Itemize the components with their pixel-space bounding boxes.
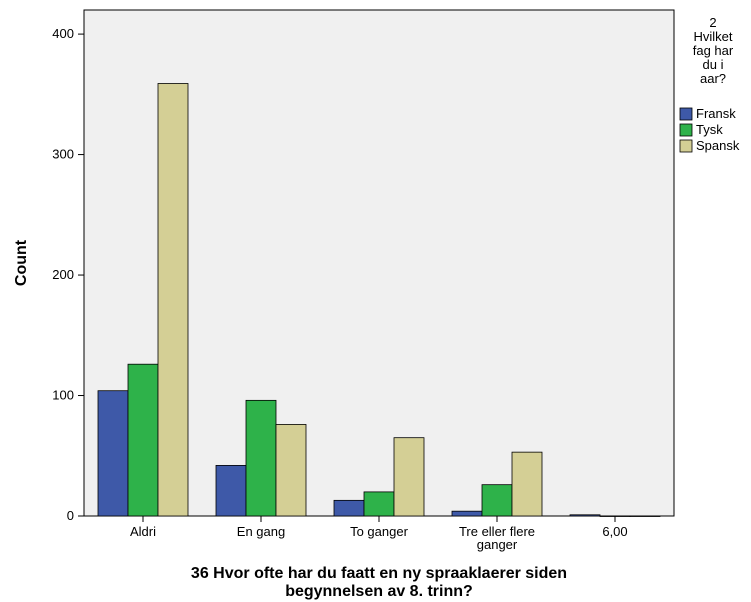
legend-label-tysk: Tysk [696, 122, 723, 137]
y-tick-label-2: 200 [52, 267, 74, 282]
legend-title-line-3: fag har [693, 43, 734, 58]
legend-title-line-4: du i [703, 57, 724, 72]
x-tick-label-4: 6,00 [602, 524, 627, 539]
legend-label-fransk: Fransk [696, 106, 736, 121]
x-axis: Aldri En gang To ganger Tre eller fleregang… [130, 516, 628, 552]
x-axis-title-line-2: begynnelsen av 8. trinn? [285, 583, 473, 600]
bars-group [97, 83, 661, 517]
bar-spansk-5 [629, 515, 661, 517]
y-tick-label-0: 0 [67, 508, 74, 523]
legend-title-line-1: 2 [709, 15, 716, 30]
bar-fransk-2 [215, 464, 247, 517]
bar-spansk-4 [511, 451, 543, 517]
legend-title-line-2: Hvilket [693, 29, 732, 44]
y-tick-label-4: 400 [52, 26, 74, 41]
legend-title-line-5: aar? [700, 71, 726, 86]
y-axis-title: Count [13, 239, 30, 286]
bar-tysk-1 [127, 363, 159, 517]
bar-tysk-2 [245, 399, 277, 517]
x-tick-label-1: En gang [237, 524, 285, 539]
legend-swatch-spansk [679, 139, 693, 153]
y-tick-label-1: 100 [52, 388, 74, 403]
bar-fransk-1 [97, 390, 129, 517]
x-tick-label-3: Tre eller flere [459, 524, 535, 539]
y-tick-label-3: 300 [52, 147, 74, 162]
bar-spansk-1 [157, 83, 189, 517]
bar-fransk-5 [569, 514, 601, 517]
bar-spansk-3 [393, 437, 425, 517]
bar-fransk-3 [333, 499, 365, 517]
x-tick-label-0: Aldri [130, 524, 156, 539]
x-axis-title-line-1: 36 Hvor ofte har du faatt en ny spraakla… [191, 565, 567, 582]
bar-tysk-3 [363, 491, 395, 517]
legend-swatch-tysk [679, 123, 693, 137]
y-axis: 0 100 200 300 400 [52, 26, 84, 523]
bar-spansk-2 [275, 424, 307, 517]
x-tick-label-2: To ganger [350, 524, 408, 539]
legend-swatch-fransk [679, 107, 693, 121]
bar-fransk-4 [451, 510, 483, 517]
x-tick-label-3-line-2: ganger [477, 537, 518, 552]
legend-label-spansk: Spansk [696, 138, 740, 153]
bar-tysk-4 [481, 484, 513, 517]
